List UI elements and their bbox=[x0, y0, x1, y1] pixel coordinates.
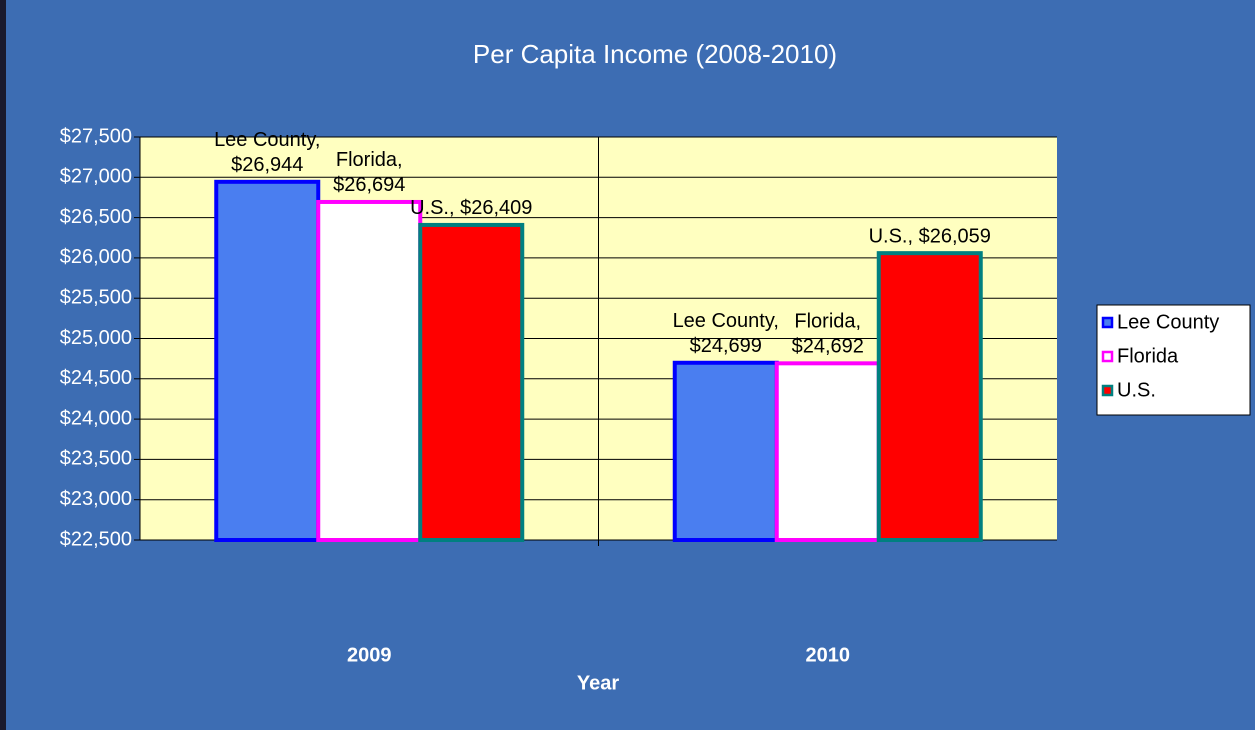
y-tick-label: $27,500 bbox=[60, 125, 132, 147]
y-tick-label: $27,000 bbox=[60, 166, 132, 188]
y-tick-label: $25,500 bbox=[60, 286, 132, 308]
legend-swatch bbox=[1101, 316, 1114, 329]
y-tick-label: $26,500 bbox=[60, 206, 132, 228]
data-label: Lee County, $24,699 bbox=[673, 310, 779, 357]
y-tick-label: $24,500 bbox=[60, 367, 132, 389]
x-tick-label: 2009 bbox=[347, 644, 392, 666]
data-label: Lee County, $26,944 bbox=[214, 129, 320, 176]
data-label: U.S., $26,059 bbox=[869, 225, 991, 247]
legend-swatch bbox=[1101, 350, 1114, 363]
y-tick-label: $26,000 bbox=[60, 246, 132, 268]
y-tick-label: $22,500 bbox=[60, 528, 132, 550]
y-tick-label: $25,000 bbox=[60, 327, 132, 349]
legend-label: U.S. bbox=[1117, 379, 1156, 401]
legend-box bbox=[1096, 304, 1251, 416]
data-label: Florida, $24,692 bbox=[792, 311, 864, 358]
legend-swatch bbox=[1101, 384, 1114, 397]
legend-label: Lee County bbox=[1117, 311, 1219, 333]
y-tick-label: $23,000 bbox=[60, 488, 132, 510]
bar bbox=[876, 251, 983, 543]
x-tick-label: 2010 bbox=[806, 644, 851, 666]
y-tick-label: $24,000 bbox=[60, 407, 132, 429]
bar bbox=[316, 199, 423, 542]
bar bbox=[214, 179, 321, 542]
chart-title: Per Capita Income (2008-2010) bbox=[473, 39, 837, 69]
data-label: U.S., $26,409 bbox=[410, 197, 532, 219]
left-border bbox=[0, 0, 6, 730]
y-tick-label: $23,500 bbox=[60, 448, 132, 470]
data-label: Florida, $26,694 bbox=[333, 149, 405, 196]
bar bbox=[774, 361, 881, 542]
legend-label: Florida bbox=[1117, 345, 1179, 367]
bar bbox=[418, 222, 525, 542]
x-axis-label: Year bbox=[577, 672, 619, 694]
bar bbox=[672, 360, 779, 542]
